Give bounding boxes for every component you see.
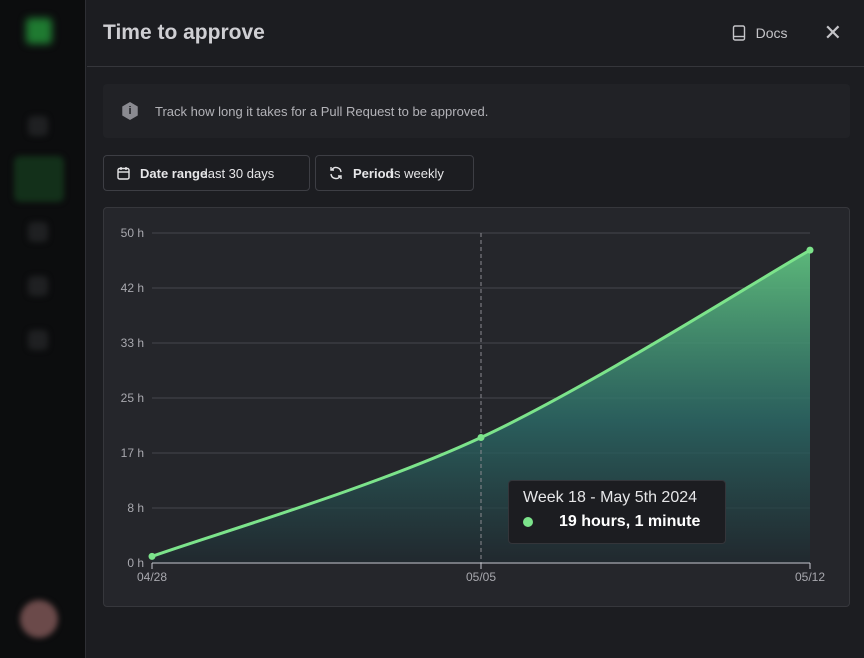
- sidebar-item[interactable]: [28, 330, 48, 350]
- y-tick-label: 0 h: [127, 556, 144, 570]
- page-title: Time to approve: [103, 21, 265, 44]
- y-tick-label: 17 h: [121, 446, 144, 460]
- book-icon: [732, 25, 745, 41]
- filter-key: Period: [353, 165, 394, 181]
- x-tick-label: 05/05: [466, 570, 496, 584]
- refresh-icon: [330, 166, 342, 180]
- x-tick-label: 04/28: [137, 570, 167, 584]
- calendar-icon: [117, 167, 130, 180]
- header: Time to approve Docs ✕: [87, 0, 864, 67]
- sidebar-item[interactable]: [28, 222, 48, 242]
- close-icon[interactable]: ✕: [823, 20, 842, 45]
- sidebar-item-active[interactable]: [14, 156, 64, 202]
- data-point: [477, 433, 485, 441]
- filter-key: Date range: [140, 165, 208, 181]
- sidebar: [0, 0, 86, 658]
- chart-tooltip: Week 18 - May 5th 2024 19 hours, 1 minut…: [508, 480, 726, 544]
- period-filter[interactable]: Period is weekly: [315, 155, 474, 191]
- y-tick-label: 33 h: [121, 336, 144, 350]
- info-icon: i: [122, 102, 138, 120]
- filter-value: is weekly: [391, 165, 444, 181]
- info-banner: i Track how long it takes for a Pull Req…: [103, 84, 850, 138]
- y-tick-label: 8 h: [127, 501, 144, 515]
- data-point: [806, 246, 814, 254]
- docs-button[interactable]: Docs: [732, 25, 788, 41]
- y-tick-label: 50 h: [121, 226, 144, 240]
- chart-card: 0 h 8 h 17 h 25 h 33 h 42 h 50 h 04/28 05/05 05/1…: [103, 207, 850, 607]
- filter-value: last 30 days: [204, 165, 275, 181]
- avatar[interactable]: [20, 600, 58, 638]
- y-tick-label: 25 h: [121, 391, 144, 405]
- tooltip-value: 19 hours, 1 minute: [559, 513, 701, 530]
- series-dot: [523, 517, 533, 527]
- data-point: [148, 552, 156, 560]
- date-range-filter[interactable]: Date range last 30 days: [103, 155, 310, 191]
- sidebar-item[interactable]: [28, 116, 48, 136]
- logo[interactable]: [26, 18, 52, 44]
- sidebar-item[interactable]: [28, 276, 48, 296]
- tooltip-title: Week 18 - May 5th 2024: [523, 489, 698, 506]
- x-tick-label: 05/12: [795, 570, 825, 584]
- panel: Time to approve Docs ✕ i Track how long …: [87, 0, 864, 658]
- area-chart[interactable]: 0 h 8 h 17 h 25 h 33 h 42 h 50 h 04/28 05/05 05/1…: [104, 208, 851, 608]
- docs-label: Docs: [755, 25, 788, 41]
- y-tick-label: 42 h: [121, 281, 144, 295]
- info-text: Track how long it takes for a Pull Reque…: [155, 103, 489, 119]
